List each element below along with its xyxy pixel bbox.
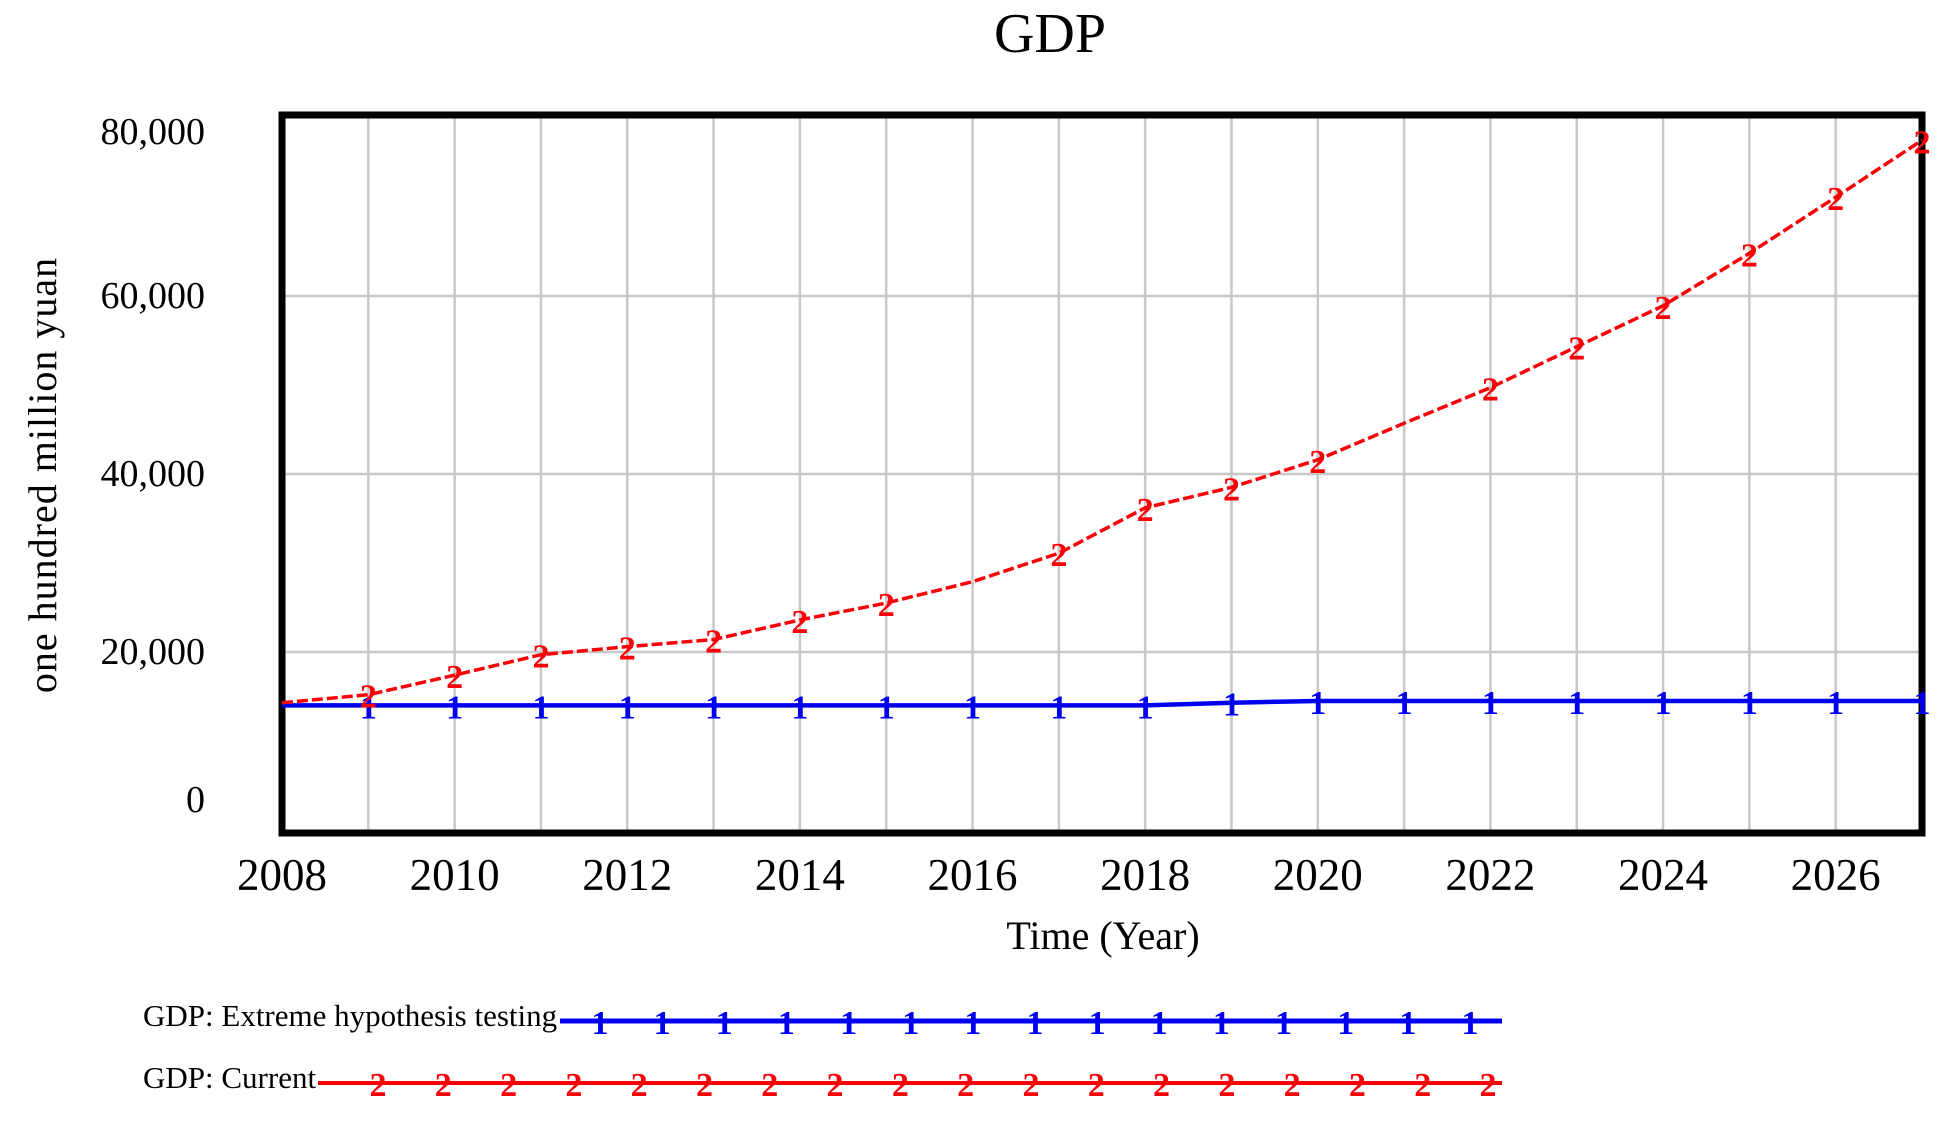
series-marker-2: 2 — [1568, 331, 1585, 368]
x-tick-label: 2010 — [409, 850, 500, 900]
series-marker-1: 1 — [1741, 685, 1758, 722]
legend-marker-1: 1 — [1027, 1005, 1044, 1042]
series-marker-1: 1 — [1655, 685, 1672, 722]
legend-marker-2: 2 — [1088, 1067, 1105, 1104]
series-marker-1: 1 — [619, 689, 636, 726]
legend-marker-1: 1 — [778, 1005, 795, 1042]
legend-marker-1: 1 — [1275, 1005, 1292, 1042]
series-marker-2: 2 — [1741, 237, 1758, 274]
series-marker-2: 2 — [446, 659, 463, 696]
series-marker-1: 1 — [878, 689, 895, 726]
legend-marker-2: 2 — [1153, 1067, 1170, 1104]
legend-marker-1: 1 — [592, 1005, 609, 1042]
legend-marker-1: 1 — [654, 1005, 671, 1042]
series-marker-1: 1 — [1396, 685, 1413, 722]
legend-marker-1: 1 — [1337, 1005, 1354, 1042]
chart-title: GDP — [993, 3, 1107, 65]
series-marker-2: 2 — [1223, 471, 1240, 508]
legend-marker-1: 1 — [1462, 1005, 1479, 1042]
series-marker-2: 2 — [705, 624, 722, 661]
series-marker-1: 1 — [532, 689, 549, 726]
plot-frame — [278, 111, 1926, 837]
x-tick-label: 2026 — [1790, 850, 1881, 900]
y-tick-label: 80,000 — [100, 111, 206, 153]
legend-marker-2: 2 — [827, 1067, 844, 1104]
legend-marker-2: 2 — [500, 1067, 517, 1104]
legend-marker-2: 2 — [1414, 1067, 1431, 1104]
series-marker-1: 1 — [1309, 685, 1326, 722]
x-tick-label: 2018 — [1100, 850, 1191, 900]
series-marker-1: 1 — [964, 689, 981, 726]
legend-marker-1: 1 — [716, 1005, 733, 1042]
x-tick-label: 2016 — [927, 850, 1018, 900]
series-marker-2: 2 — [1655, 290, 1672, 327]
y-tick-label: 40,000 — [100, 453, 206, 495]
series-marker-1: 1 — [1827, 685, 1844, 722]
series-marker-2: 2 — [1050, 537, 1067, 574]
series-marker-1: 1 — [705, 689, 722, 726]
legend-marker-1: 1 — [1151, 1005, 1168, 1042]
series-marker-1: 1 — [446, 689, 463, 726]
series-marker-1: 1 — [791, 689, 808, 726]
y-tick-label: 60,000 — [100, 275, 206, 317]
legend-marker-1: 1 — [1399, 1005, 1416, 1042]
series-marker-1: 1 — [1223, 687, 1240, 724]
x-axis-label: Time (Year) — [1006, 913, 1200, 958]
legend-marker-2: 2 — [761, 1067, 778, 1104]
series-marker-2: 2 — [619, 631, 636, 668]
x-tick-label: 2022 — [1445, 850, 1536, 900]
legend-label-current: GDP: Current — [143, 1060, 317, 1095]
legend-marker-2: 2 — [696, 1067, 713, 1104]
series-marker-2: 2 — [1482, 372, 1499, 409]
legend-marker-2: 2 — [1022, 1067, 1039, 1104]
legend-marker-2: 2 — [1349, 1067, 1366, 1104]
legend-marker-2: 2 — [1480, 1067, 1497, 1104]
series-marker-1: 1 — [1482, 685, 1499, 722]
legend-marker-2: 2 — [565, 1067, 582, 1104]
y-tick-label: 20,000 — [100, 631, 206, 673]
series-line-2 — [281, 138, 1923, 705]
series-marker-1: 1 — [1050, 689, 1067, 726]
series-marker-2: 2 — [1914, 124, 1931, 161]
legend-marker-1: 1 — [840, 1005, 857, 1042]
x-tick-label: 2008 — [237, 850, 327, 900]
legend-marker-2: 2 — [1218, 1067, 1235, 1104]
legend-marker-1: 1 — [902, 1005, 919, 1042]
x-tick-label: 2012 — [582, 850, 673, 900]
series-marker-1: 1 — [1137, 689, 1154, 726]
series-marker-2: 2 — [791, 604, 808, 641]
series-marker-1: 1 — [360, 689, 377, 726]
x-tick-label: 2020 — [1272, 850, 1363, 900]
legend-marker-2: 2 — [370, 1067, 387, 1104]
legend-marker-2: 2 — [631, 1067, 648, 1104]
x-tick-label: 2024 — [1618, 850, 1709, 900]
legend-marker-2: 2 — [892, 1067, 909, 1104]
series-marker-1: 1 — [1568, 685, 1585, 722]
series-line-1 — [282, 698, 1922, 708]
legend-marker-1: 1 — [1213, 1005, 1230, 1042]
series-marker-2: 2 — [360, 679, 377, 716]
legend-marker-1: 1 — [1089, 1005, 1106, 1042]
series-marker-1: 1 — [1914, 685, 1931, 722]
legend-label-extreme-hypothesis: GDP: Extreme hypothesis testing — [143, 998, 558, 1033]
series-marker-2: 2 — [878, 587, 895, 624]
series-marker-2: 2 — [1827, 181, 1844, 218]
series-marker-2: 2 — [1309, 444, 1326, 481]
series-marker-2: 2 — [532, 639, 549, 676]
legend-marker-2: 2 — [435, 1067, 452, 1104]
y-tick-label: 0 — [186, 779, 205, 821]
series-marker-2: 2 — [1137, 492, 1154, 529]
legend-marker-2: 2 — [1284, 1067, 1301, 1104]
legend-marker-1: 1 — [964, 1005, 981, 1042]
x-tick-label: 2014 — [754, 850, 845, 900]
legend-marker-2: 2 — [957, 1067, 974, 1104]
